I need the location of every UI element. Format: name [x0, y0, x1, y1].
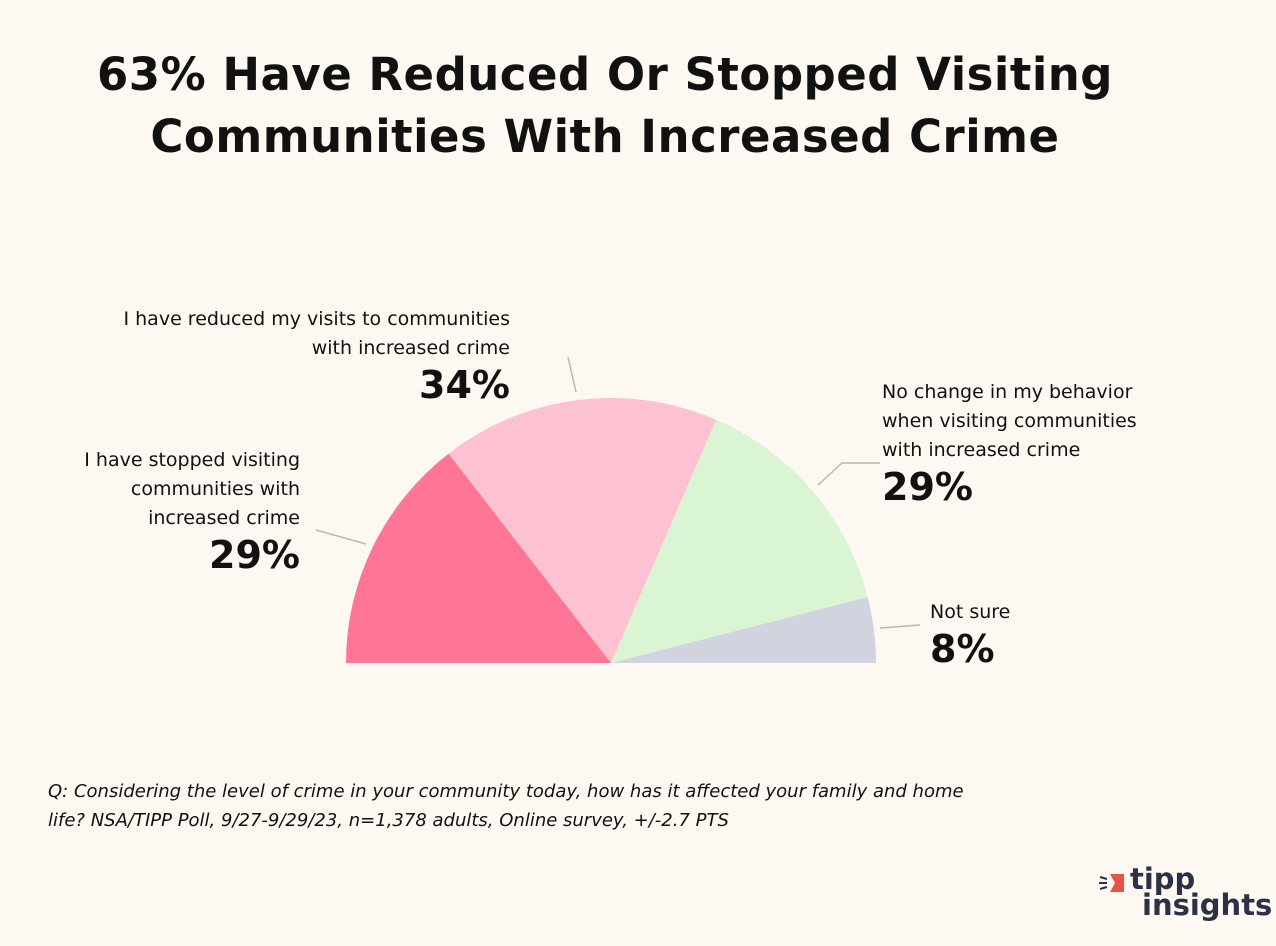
- label-reduced: I have reduced my visits to communities w…: [123, 308, 511, 407]
- label-stopped: I have stopped visiting communities with i…: [84, 449, 300, 577]
- footnote: Q: Considering the level of crime in you…: [48, 781, 964, 831]
- value-label-notsure: 8%: [930, 627, 995, 671]
- value-label-reduced: 34%: [419, 363, 510, 407]
- leader-line-reduced: [567, 356, 577, 393]
- value-label-stopped: 29%: [209, 533, 300, 577]
- leader-line-stopped: [315, 529, 367, 545]
- leader-line-nochange: [817, 462, 880, 486]
- tipp-insights-logo: tipp insights: [1098, 865, 1272, 920]
- chart-title: 63% Have Reduced Or Stopped Visiting Com…: [0, 44, 1210, 168]
- slice-stopped: [346, 453, 611, 663]
- slice-nochange: [611, 419, 868, 663]
- label-notsure: Not sure 8%: [930, 601, 1011, 671]
- value-label-nochange: 29%: [882, 465, 973, 509]
- logo-mark-icon: [1099, 874, 1124, 892]
- slice-reduced: [448, 398, 717, 663]
- title-line-1: 63% Have Reduced Or Stopped Visiting: [96, 48, 1114, 101]
- leader-line-notsure: [879, 624, 921, 629]
- title-line-2: Communities With Increased Crime: [150, 110, 1060, 163]
- slice-notsure: [611, 597, 876, 663]
- label-nochange: No change in my behavior when visiting co…: [882, 381, 1137, 509]
